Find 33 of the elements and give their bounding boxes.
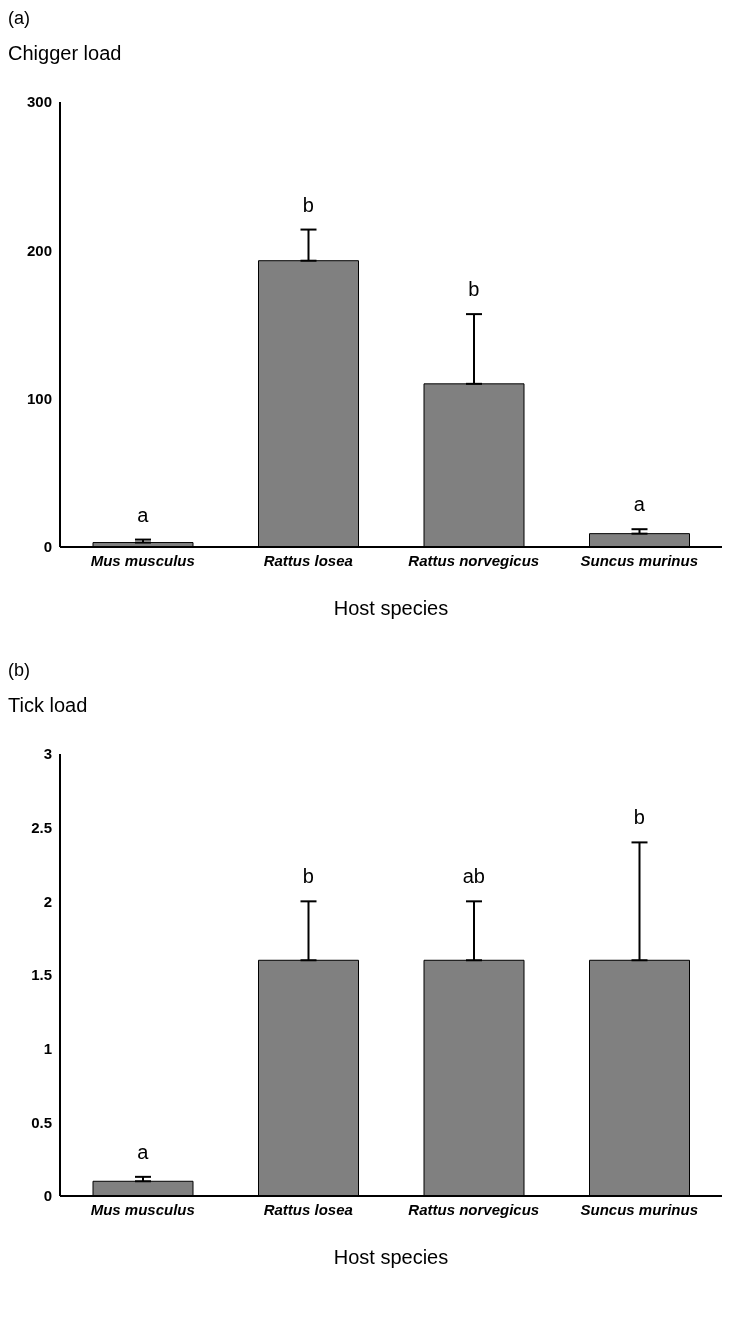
x-tick-label: Rattus losea: [263, 551, 353, 569]
y-tick-label: 1: [43, 1039, 52, 1057]
y-tick-label: 200: [26, 241, 52, 259]
x-tick-label: Mus musculus: [90, 1200, 195, 1218]
x-tick-label: Rattus losea: [263, 1200, 353, 1218]
annotation: a: [633, 493, 646, 516]
annotation: a: [137, 1140, 150, 1163]
annotation: b: [468, 278, 480, 301]
y-tick-label: 300: [26, 93, 52, 111]
annotation: b: [633, 806, 645, 829]
y-tick-label: 3: [43, 745, 52, 763]
y-tick-label: 0: [43, 538, 52, 556]
y-tick-label: 0.5: [31, 1113, 52, 1131]
y-axis-title: Chigger load: [8, 42, 123, 66]
chart-title: (a): [8, 8, 31, 30]
x-axis-title: Host species: [332, 597, 450, 620]
x-tick-label: Rattus norvegicus: [408, 1200, 540, 1218]
x-tick-label: Suncus murinus: [580, 1200, 699, 1218]
annotation: a: [137, 503, 150, 526]
y-tick-label: 0: [43, 1187, 52, 1205]
y-tick-label: 100: [26, 389, 52, 407]
x-tick-label: Suncus murinus: [580, 551, 699, 569]
annotation: ab: [462, 865, 485, 888]
y-tick-label: 1.5: [31, 966, 52, 984]
chart-title: (b): [8, 660, 31, 682]
x-tick-label: Mus musculus: [90, 551, 195, 569]
y-tick-label: 2: [43, 892, 52, 910]
x-tick-label: Rattus norvegicus: [408, 551, 540, 569]
y-tick-label: 2.5: [31, 818, 52, 836]
annotation: b: [302, 193, 314, 216]
annotation: b: [302, 865, 314, 888]
x-axis-title: Host species: [332, 1246, 450, 1269]
y-axis-title: Tick load: [8, 694, 89, 718]
